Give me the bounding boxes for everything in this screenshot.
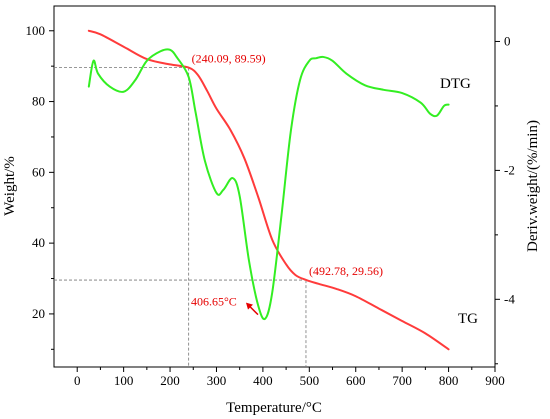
x-tick-label: 300 bbox=[207, 373, 227, 388]
annotation-peak-temperature: 406.65°C bbox=[191, 295, 237, 309]
annotations: (240.09, 89.59) (492.78, 29.56) 406.65°C bbox=[191, 52, 383, 316]
y-axis-right: -4 -2 0 bbox=[495, 33, 515, 365]
y-left-tick-label: 20 bbox=[32, 306, 45, 321]
x-tick-label: 400 bbox=[253, 373, 273, 388]
annotation-point-2: (492.78, 29.56) bbox=[309, 264, 383, 278]
y-right-tick-label: -4 bbox=[504, 291, 515, 306]
x-tick-label: 200 bbox=[160, 373, 180, 388]
y-left-tick-label: 60 bbox=[32, 164, 45, 179]
x-tick-label: 100 bbox=[114, 373, 134, 388]
series-lines bbox=[87, 29, 450, 351]
plot-frame bbox=[53, 5, 496, 368]
x-tick-label: 800 bbox=[439, 373, 459, 388]
x-tick-label: 900 bbox=[485, 373, 505, 388]
x-tick-label: 0 bbox=[74, 373, 81, 388]
y-axis-left: 20 40 60 80 100 bbox=[26, 23, 54, 350]
y-left-tick-label: 40 bbox=[32, 235, 45, 250]
x-tick-label: 500 bbox=[300, 373, 320, 388]
annotation-arrow-head bbox=[245, 302, 253, 310]
x-tick-label: 600 bbox=[346, 373, 366, 388]
series-label-tg: TG bbox=[458, 311, 478, 327]
x-tick-label: 700 bbox=[392, 373, 412, 388]
y-axis-left-title: Weight/% bbox=[2, 156, 18, 216]
y-left-tick-label: 100 bbox=[26, 23, 46, 38]
y-axis-right-title: Deriv.weight/(%/min) bbox=[525, 120, 541, 252]
y-right-tick-label: -2 bbox=[504, 162, 515, 177]
x-axis-title: Temperature/°C bbox=[226, 400, 322, 416]
series-line-tg bbox=[87, 29, 450, 351]
annotation-point-1: (240.09, 89.59) bbox=[192, 52, 266, 66]
x-axis: 0 100 200 300 400 500 600 700 800 900 bbox=[74, 367, 505, 388]
series-line-dtg bbox=[87, 48, 450, 321]
series-label-dtg: DTG bbox=[440, 76, 471, 92]
guide-lines bbox=[54, 67, 307, 367]
y-left-tick-label: 80 bbox=[32, 94, 45, 109]
y-right-tick-label: 0 bbox=[504, 33, 511, 48]
